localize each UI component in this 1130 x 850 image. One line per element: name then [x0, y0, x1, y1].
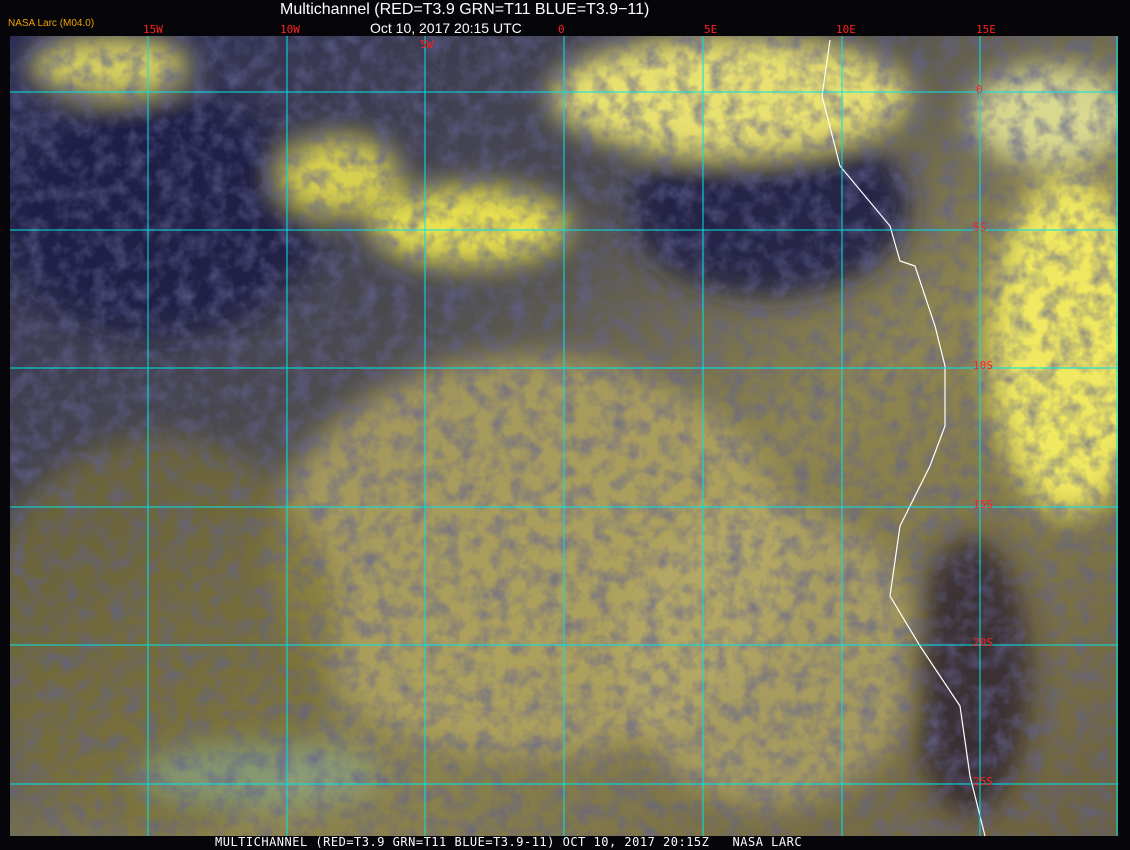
lat-label-0: 0 [976, 83, 983, 96]
lon-label-5e: 5E [704, 23, 718, 36]
lat-label-15s: 15S [973, 498, 993, 511]
lat-label-10s: 10S [973, 359, 993, 372]
graticule [10, 36, 1118, 836]
lon-label-15e: 15E [976, 23, 996, 36]
footer-caption: MULTICHANNEL (RED=T3.9 GRN=T11 BLUE=T3.9… [215, 835, 803, 849]
lon-label-15w: 15W [143, 23, 163, 36]
image-timestamp: Oct 10, 2017 20:15 UTC [370, 20, 522, 36]
coastline [821, 39, 986, 836]
credit-label: NASA Larc (M04.0) [8, 18, 95, 29]
lon-label-10e: 10E [836, 23, 856, 36]
lat-label-20s: 20S [973, 636, 993, 649]
lat-label-5s: 5S [973, 221, 987, 234]
image-title: Multichannel (RED=T3.9 GRN=T11 BLUE=T3.9… [280, 1, 650, 18]
lon-label-10w: 10W [280, 23, 300, 36]
lon-label-5w: 5W [420, 38, 434, 51]
lon-label-0: 0 [558, 23, 565, 36]
lat-label-25s: 25S [973, 775, 993, 788]
satellite-imagery [10, 36, 1118, 836]
